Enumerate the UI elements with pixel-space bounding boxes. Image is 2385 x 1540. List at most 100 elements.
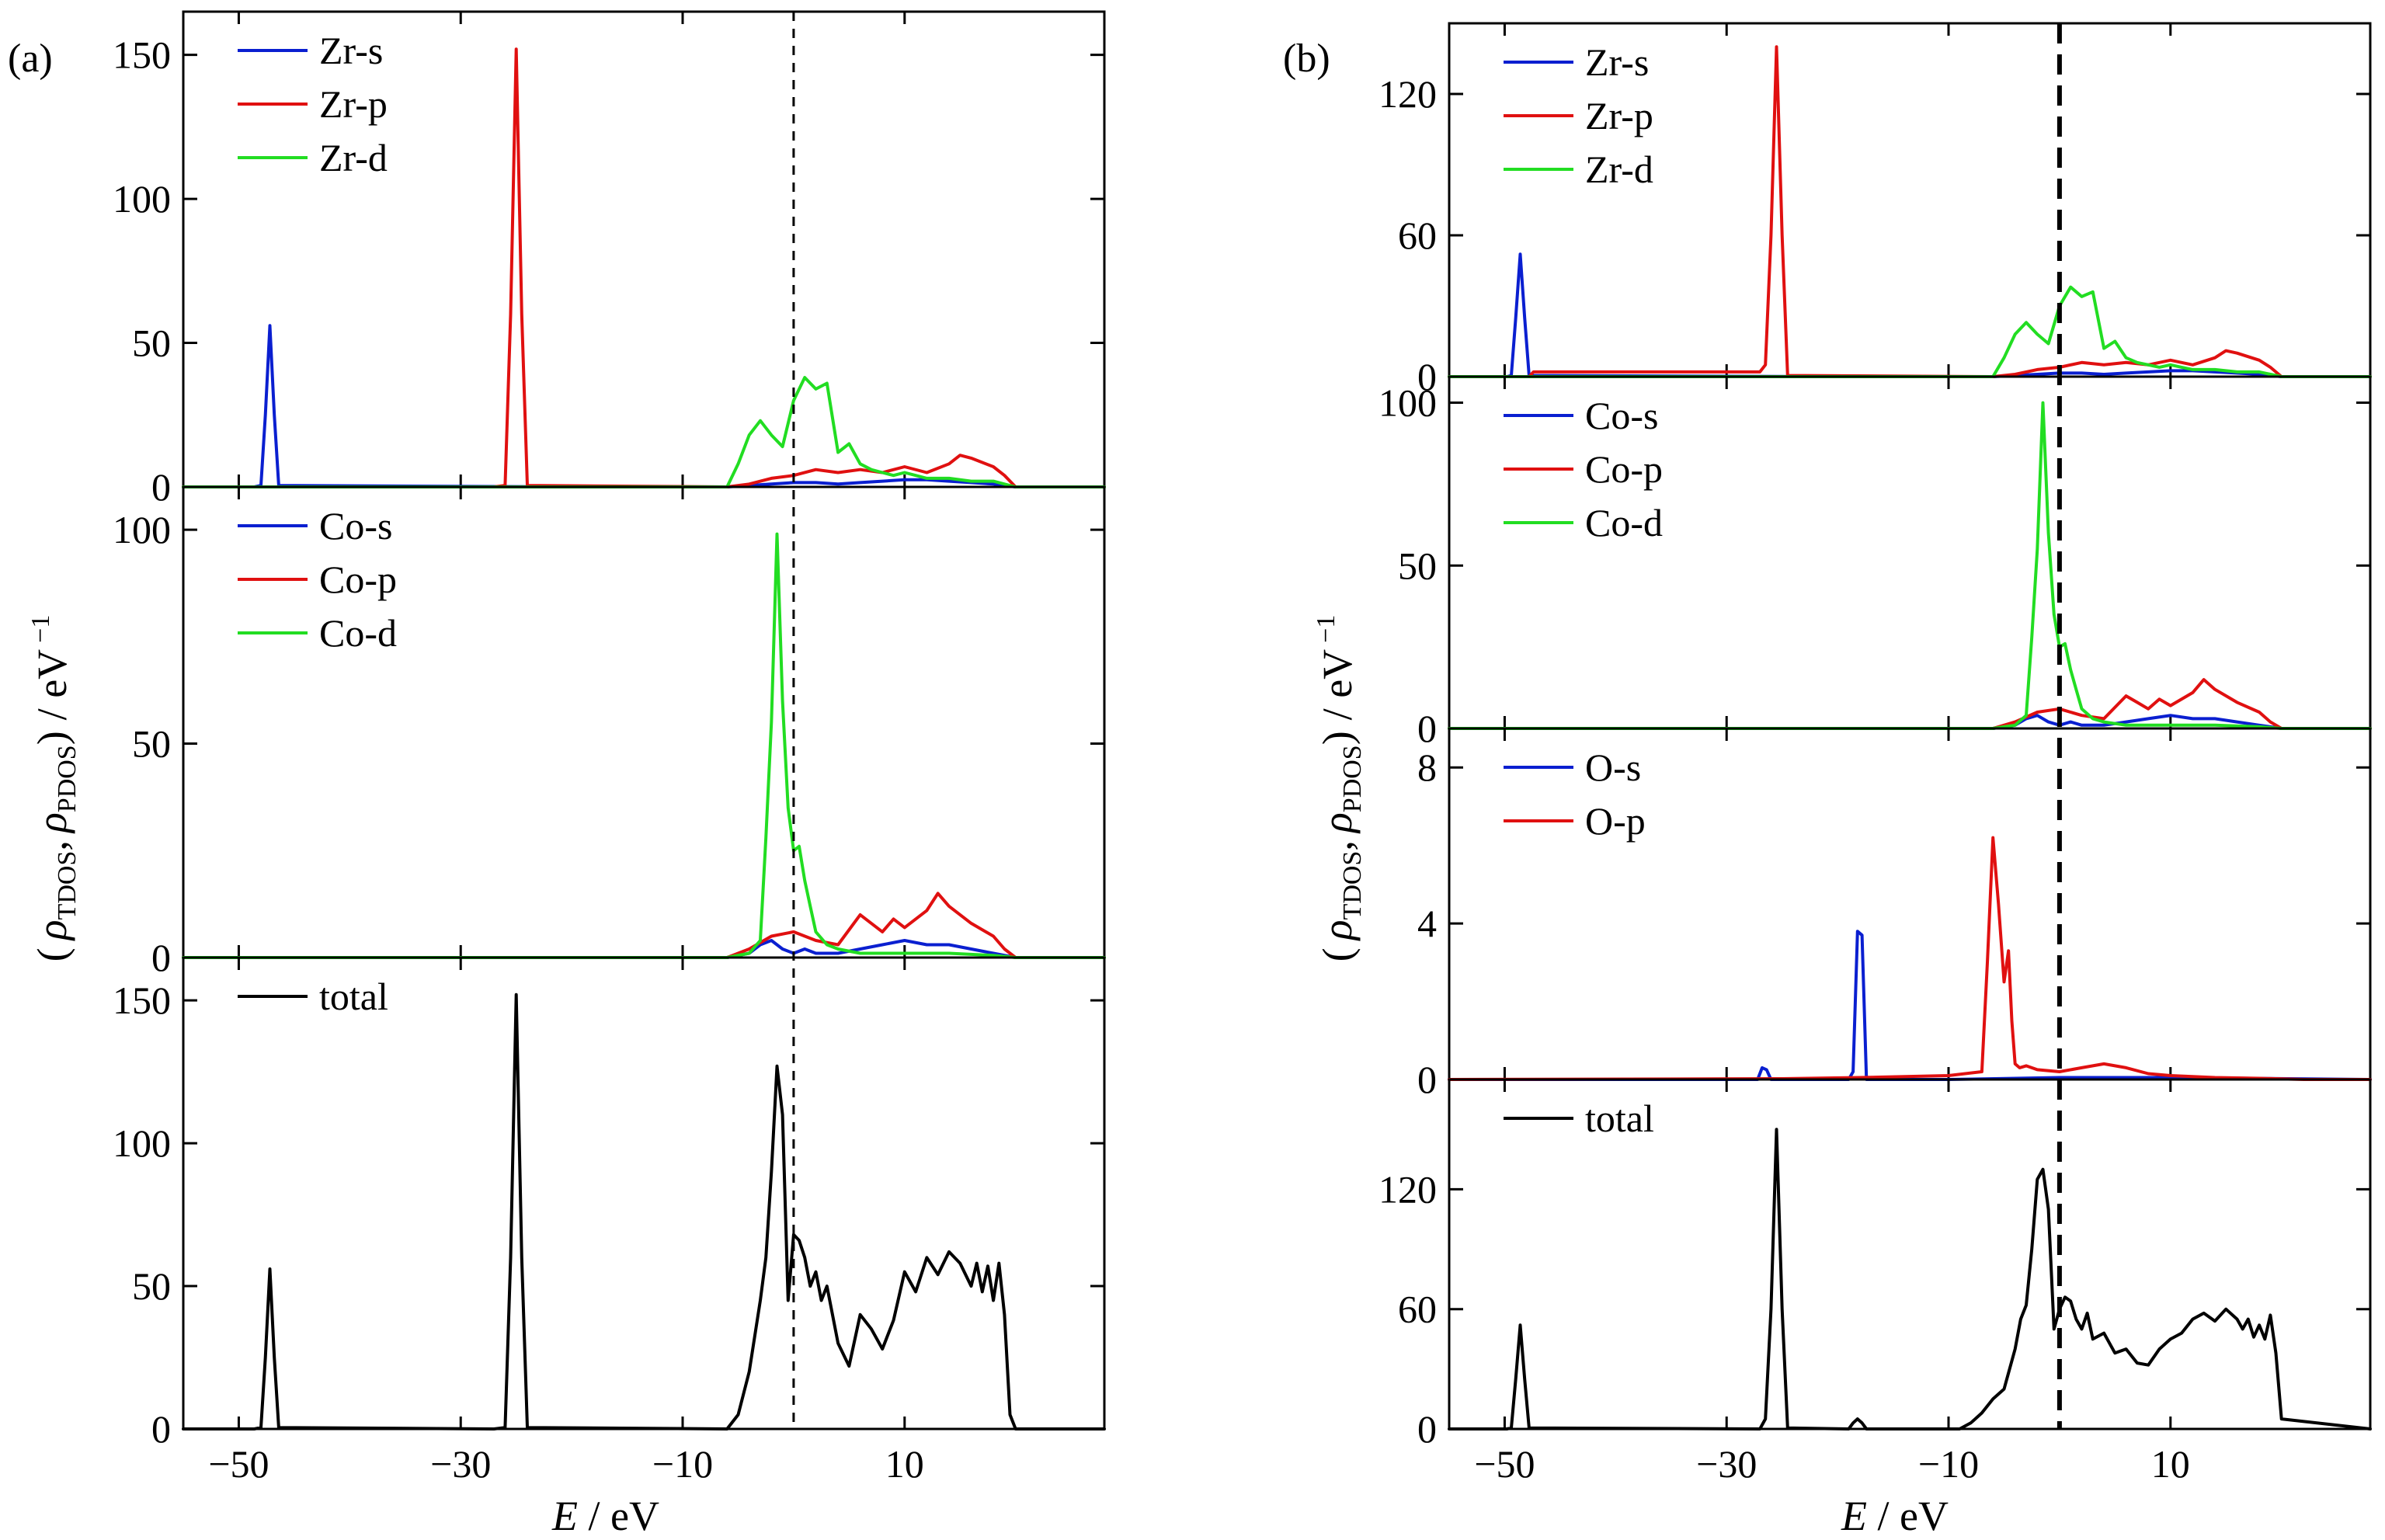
subplot-b4: 0 60 120 total	[1379, 1078, 2372, 1451]
y-tick-label: 60	[1398, 1288, 1437, 1331]
y-tick-label: 0	[151, 1407, 171, 1451]
legend-label: Co-s	[1585, 394, 1658, 437]
x-tick-label: −50	[1474, 1442, 1535, 1486]
panel-b-ylabel: (ρTDOS,ρPDOS)/ eV−1	[1312, 615, 1367, 962]
y-tick-label: 120	[1379, 1167, 1437, 1211]
y-tick-label: 4	[1417, 902, 1437, 945]
legend-label: Co-p	[319, 558, 397, 601]
ylabel-rho-pdos: ρ	[1314, 812, 1361, 834]
legend-label: Zr-p	[1585, 94, 1653, 137]
legend-label: O-p	[1585, 799, 1646, 843]
x-tick-label: −50	[208, 1442, 269, 1486]
xlabel-symbol: E	[551, 1493, 578, 1539]
y-tick-label: 60	[1398, 214, 1437, 257]
y-tick-label: 50	[132, 1264, 171, 1308]
xlabel-unit: / eV	[578, 1493, 659, 1539]
y-tick-label: 0	[151, 465, 171, 509]
ylabel-rho-tdos: ρ	[29, 919, 75, 941]
legend-label: Zr-d	[319, 136, 388, 179]
series-line-total	[1448, 1128, 2372, 1430]
x-tick-label: 10	[2151, 1442, 2190, 1486]
subplot-a2: 0 50 100 Co-s Co-p Co-d	[113, 485, 1106, 979]
ylabel-sub-pdos: PDOS	[1338, 745, 1367, 812]
y-tick-label: 100	[1379, 381, 1437, 425]
panel-b-label: (b)	[1283, 37, 1330, 81]
series-line-Zr-s	[182, 324, 1106, 488]
legend-label: Zr-s	[319, 29, 383, 72]
panel-b-xlabel: E / eV	[1841, 1493, 1949, 1539]
legend-label: Co-d	[319, 611, 397, 655]
panel-a-ylabel: (ρTDOS,ρPDOS)/ eV−1	[26, 615, 82, 962]
x-tick-label: −30	[1696, 1442, 1757, 1486]
y-tick-label: 120	[1379, 72, 1437, 116]
ylabel-comma: ,	[29, 840, 75, 851]
legend-label: total	[1585, 1097, 1654, 1140]
ylabel-close: )	[1314, 731, 1361, 745]
series-line-Zr-p	[182, 47, 1106, 488]
series-line-Co-p	[182, 892, 1106, 959]
series-line-O-s	[1448, 930, 2372, 1081]
ylabel-unit-exp: −1	[26, 615, 55, 643]
ylabel-sub-tdos: TDOS	[53, 851, 82, 920]
legend-label: Co-p	[1585, 447, 1663, 491]
series-line-Zr-d	[1448, 285, 2372, 378]
panel-a-xlabel: E / eV	[551, 1493, 659, 1539]
series-line-O-p	[1448, 836, 2372, 1081]
ylabel-unit: / eV	[1314, 649, 1361, 720]
y-tick-label: 0	[1417, 707, 1437, 750]
y-tick-label: 0	[1417, 355, 1437, 398]
subplot-frame	[182, 956, 1106, 1430]
ylabel-open: (	[1314, 947, 1361, 961]
x-tick-label: −10	[1918, 1442, 1979, 1486]
ylabel-unit: / eV	[29, 649, 75, 720]
legend-label: Co-s	[319, 504, 392, 548]
legend-label: Co-d	[1585, 501, 1663, 544]
y-tick-label: 0	[1417, 1058, 1437, 1101]
subplot-b2: 0 50 100 Co-s Co-p Co-d	[1379, 375, 2372, 750]
legend-label: Zr-p	[319, 82, 388, 126]
y-tick-label: 100	[113, 177, 171, 221]
series-line-Zr-s	[1448, 252, 2372, 378]
series-line-Co-d	[1448, 401, 2372, 730]
y-tick-label: 50	[132, 722, 171, 766]
panel-a-label: (a)	[8, 37, 53, 81]
y-tick-label: 100	[113, 1121, 171, 1165]
series-line-Co-s	[182, 939, 1106, 959]
y-tick-label: 100	[113, 508, 171, 551]
x-tick-label: 10	[885, 1442, 924, 1486]
subplot-b1: 0 60 120 Zr-s Zr-p Zr-d	[1379, 22, 2372, 398]
ylabel-unit-exp: −1	[1312, 615, 1340, 643]
x-tick-label: −30	[430, 1442, 491, 1486]
x-tick-label: −10	[652, 1442, 713, 1486]
ylabel-rho-tdos: ρ	[1314, 919, 1361, 941]
legend-label: Zr-d	[1585, 148, 1653, 191]
series-line-total	[182, 992, 1106, 1430]
legend-label: O-s	[1585, 746, 1641, 789]
y-tick-label: 50	[1398, 544, 1437, 587]
series-line-Zr-d	[182, 376, 1106, 488]
y-tick-label: 0	[1417, 1407, 1437, 1451]
subplot-a3: 0 50 100 150 total	[113, 956, 1106, 1451]
ylabel-comma: ,	[1314, 840, 1361, 851]
legend-label: total	[319, 975, 388, 1018]
subplot-a1: 0 50 100 150 Zr-s Zr-p Zr-d	[113, 10, 1106, 509]
y-tick-label: 150	[113, 979, 171, 1022]
y-tick-label: 0	[151, 936, 171, 979]
ylabel-rho-pdos: ρ	[29, 812, 75, 834]
ylabel-sub-tdos: TDOS	[1338, 851, 1367, 920]
y-tick-label: 8	[1417, 746, 1437, 789]
xlabel-symbol: E	[1841, 1493, 1867, 1539]
ylabel-sub-pdos: PDOS	[53, 745, 82, 812]
y-tick-label: 50	[132, 322, 171, 365]
legend-label: Zr-s	[1585, 40, 1649, 84]
xlabel-unit: / eV	[1867, 1493, 1949, 1539]
ylabel-open: (	[29, 947, 75, 961]
series-line-Co-p	[1448, 678, 2372, 730]
subplot-b3: 0 4 8 O-s O-p	[1417, 727, 2372, 1101]
y-tick-label: 150	[113, 33, 171, 77]
ylabel-close: )	[29, 731, 75, 745]
